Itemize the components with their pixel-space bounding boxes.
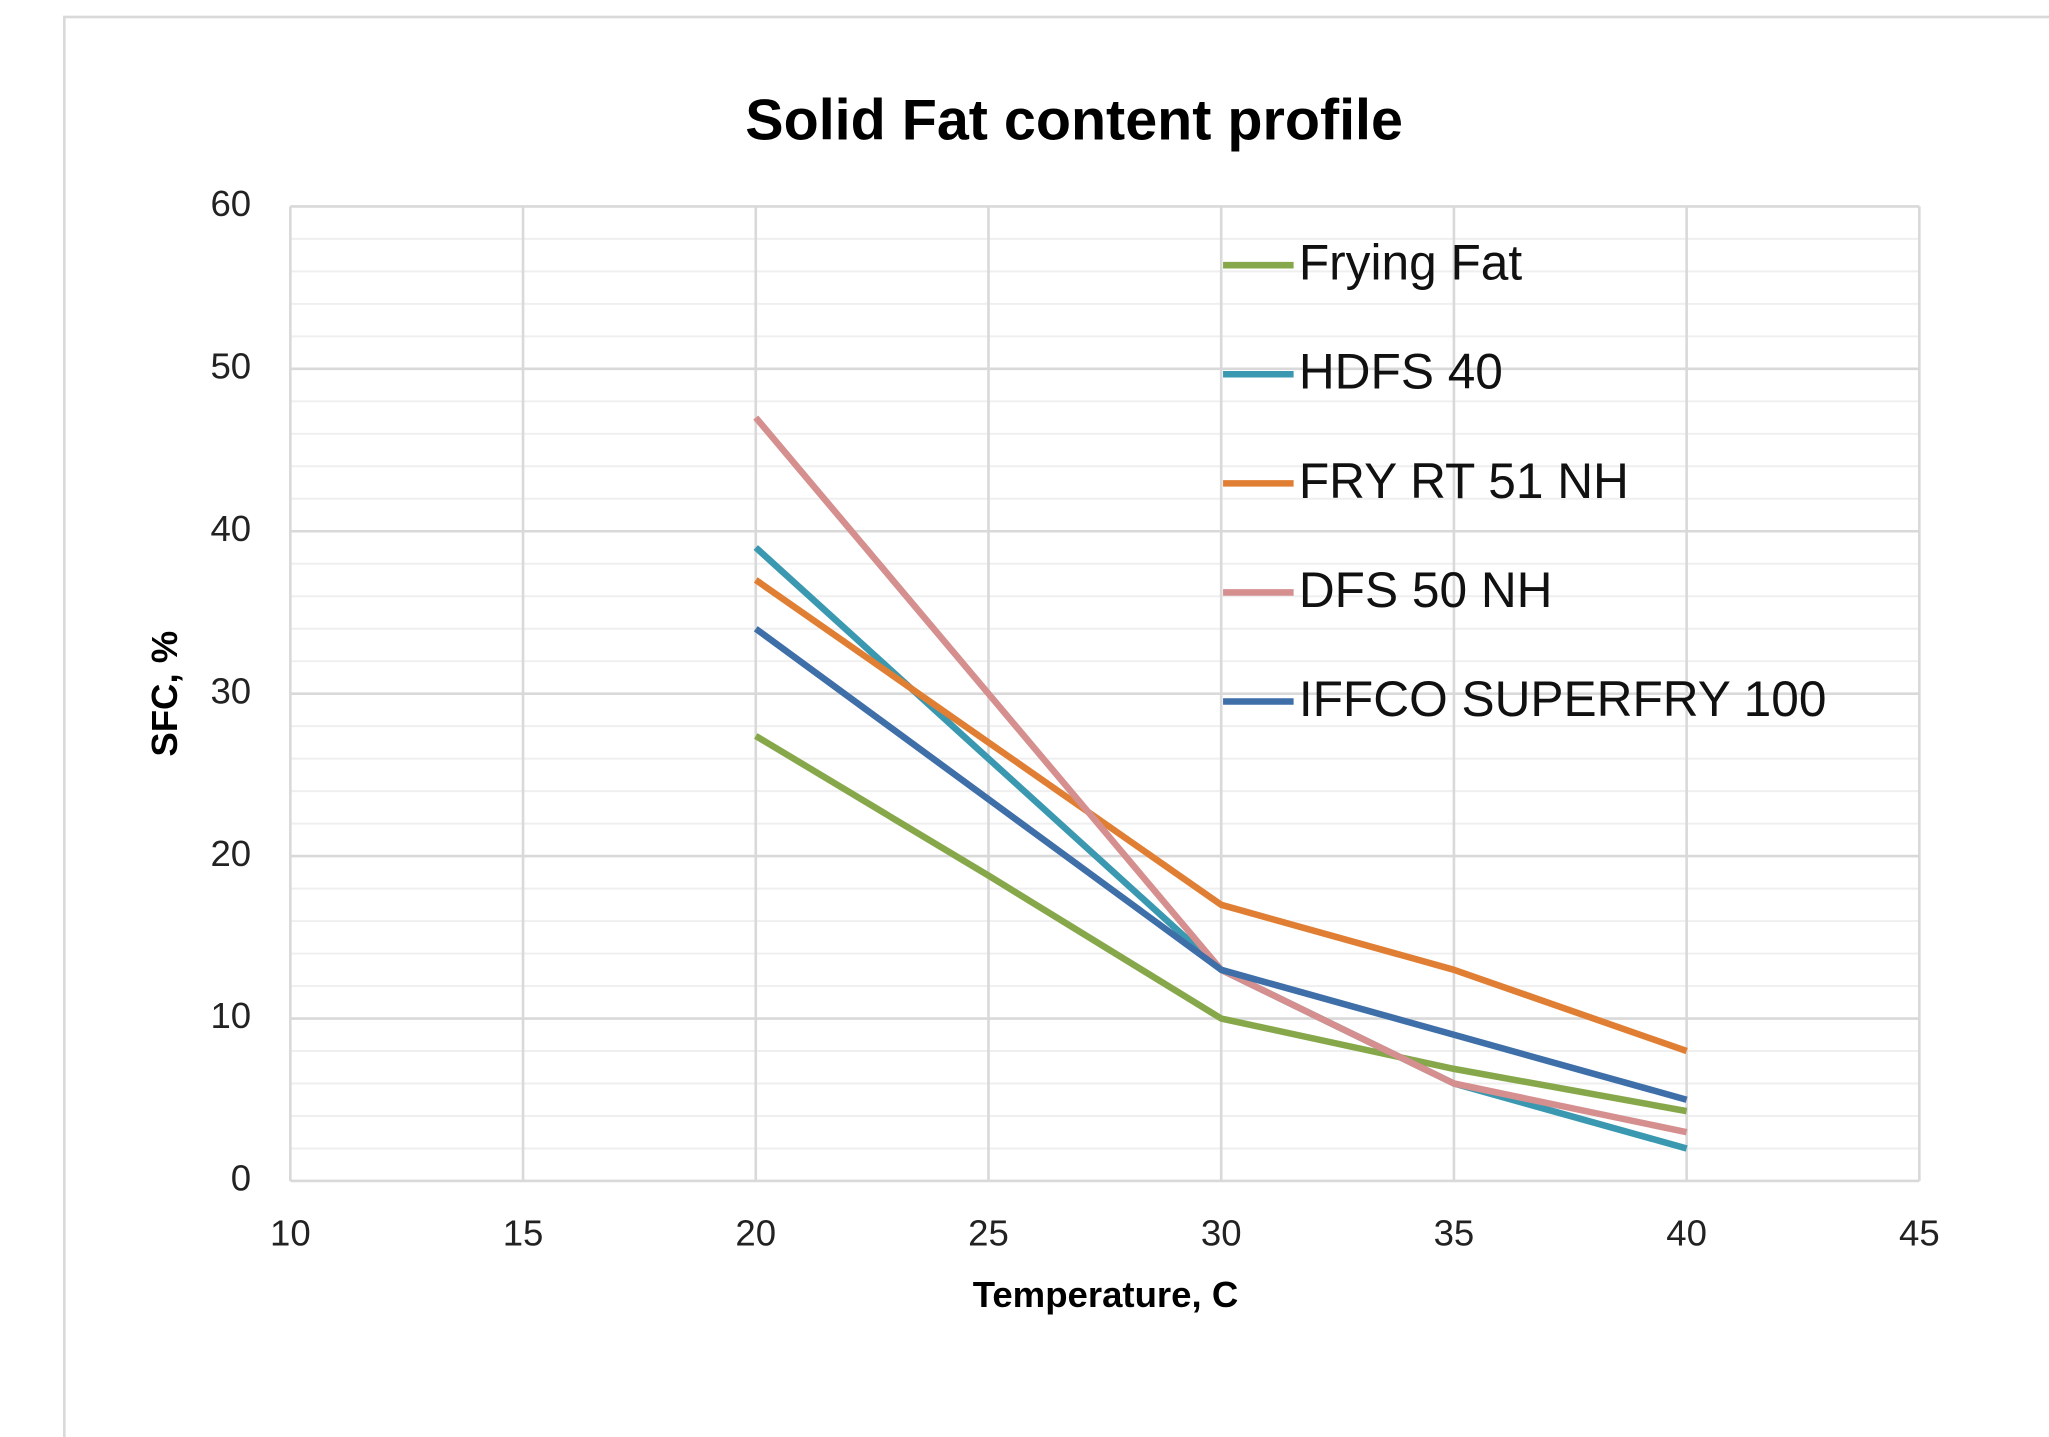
y-tick-label: 20 <box>210 833 251 874</box>
x-tick-label: 30 <box>1201 1212 1242 1253</box>
legend-label: FRY RT 51 NH <box>1299 453 1629 509</box>
y-tick-label: 40 <box>210 508 251 549</box>
x-tick-label: 15 <box>503 1212 544 1253</box>
y-tick-label: 0 <box>231 1158 251 1199</box>
series-line <box>753 626 1688 1103</box>
x-tick-label: 25 <box>968 1212 1009 1253</box>
x-tick-label: 45 <box>1899 1212 1940 1253</box>
legend-label: HDFS 40 <box>1299 344 1503 400</box>
x-axis-label: Temperature, C <box>973 1274 1239 1315</box>
x-tick-label: 35 <box>1434 1212 1475 1253</box>
y-tick-label: 60 <box>210 183 251 224</box>
y-tick-label: 30 <box>210 670 251 711</box>
x-tick-label: 10 <box>270 1212 311 1253</box>
y-axis-label: SFC, % <box>144 631 185 757</box>
x-tick-label: 40 <box>1666 1212 1707 1253</box>
series-line <box>754 733 1688 1115</box>
chart-title: Solid Fat content profile <box>745 88 1403 152</box>
legend-label: DFS 50 NH <box>1299 562 1553 618</box>
y-tick-label: 10 <box>210 995 251 1036</box>
y-tick-label: 50 <box>210 345 251 386</box>
series-line <box>753 577 1688 1055</box>
legend-label: IFFCO SUPERFRY 100 <box>1299 671 1827 727</box>
x-tick-label: 20 <box>735 1212 776 1253</box>
legend-label: Frying Fat <box>1299 235 1523 291</box>
